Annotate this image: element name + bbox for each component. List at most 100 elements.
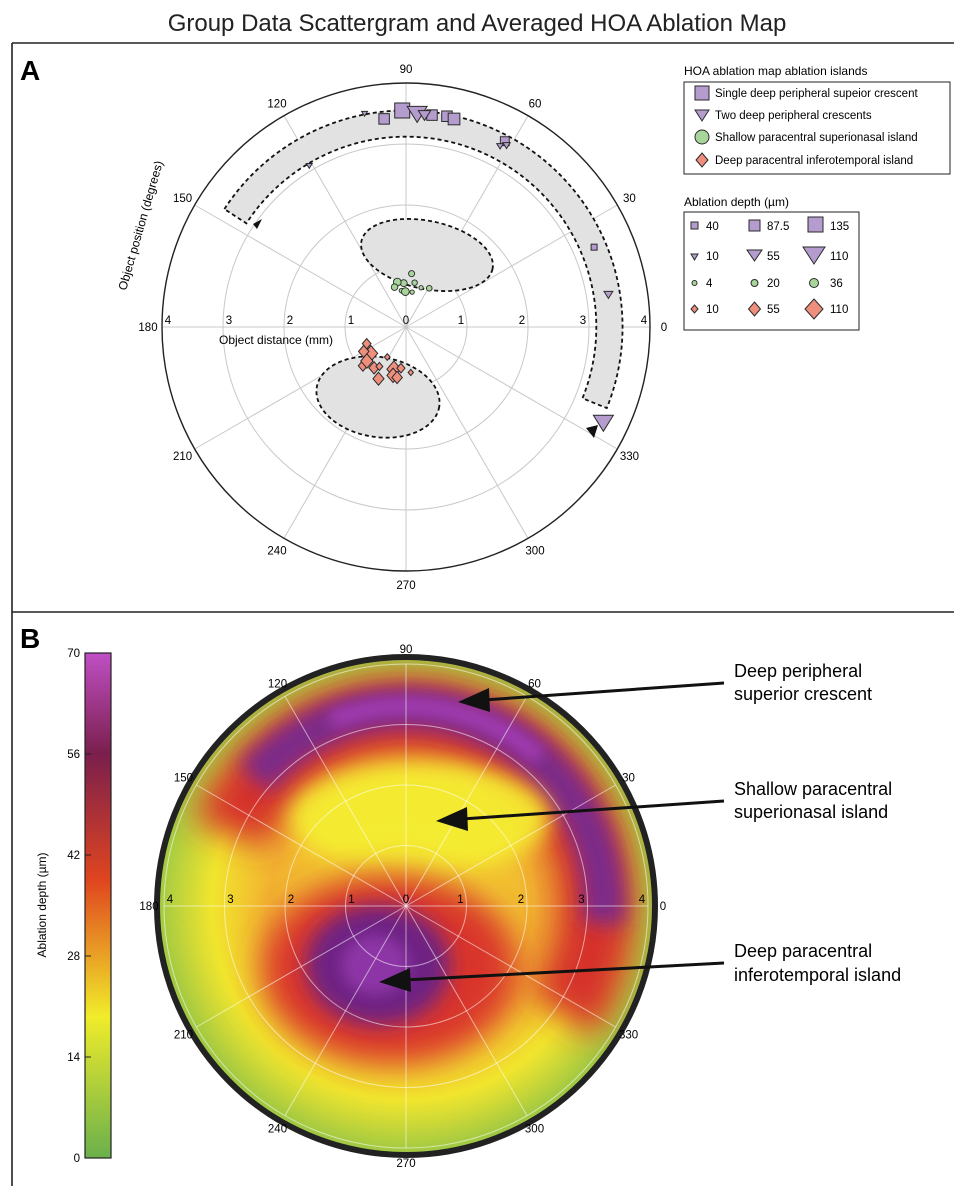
data-point-circle xyxy=(401,287,410,296)
data-point-triangle xyxy=(501,142,512,150)
grid-spoke xyxy=(405,696,528,907)
angle-tick-label: 120 xyxy=(268,678,287,690)
radial-tick-label: 2 xyxy=(288,894,294,906)
data-point-diamond xyxy=(361,337,372,350)
data-point-circle xyxy=(411,279,418,286)
radial-tick-label: 4 xyxy=(167,894,174,906)
legend-triangle-marker xyxy=(694,109,710,122)
colorbar-tick-label: 28 xyxy=(67,951,80,963)
angle-tick-label: 240 xyxy=(268,1124,287,1136)
panel-b-label: B xyxy=(20,623,40,654)
radial-tick-label: 1 xyxy=(348,315,354,327)
data-point-triangle xyxy=(305,163,314,170)
data-point-triangle xyxy=(495,143,505,150)
radial-tick-label: 0 xyxy=(403,315,409,327)
data-point-circle xyxy=(409,289,415,295)
legend-circle-marker xyxy=(694,129,710,145)
inferotemporal-island-region xyxy=(315,355,441,439)
grid-spoke xyxy=(405,784,616,907)
angle-tick-label: 30 xyxy=(623,193,636,205)
grid-spoke xyxy=(405,326,529,539)
annotation-arrow xyxy=(404,961,725,982)
legend-depth-triangle-large xyxy=(802,246,826,265)
radial-tick-label: 1 xyxy=(457,894,463,906)
legend-diamond-marker xyxy=(695,152,709,168)
data-point-circle xyxy=(418,285,424,291)
data-point-diamond xyxy=(407,368,415,377)
angle-tick-label: 150 xyxy=(173,193,192,205)
panel-frame xyxy=(11,42,954,1186)
angle-tick-label: 300 xyxy=(525,1124,544,1136)
colorbar-tick-label: 42 xyxy=(67,850,80,862)
data-point-square xyxy=(447,112,461,126)
angle-tick-label: 210 xyxy=(174,1030,193,1042)
angle-tick-label: 150 xyxy=(174,773,193,785)
legend-depth-title: Ablation depth (µm) xyxy=(684,195,789,209)
annotation-superionasal-island: Shallow paracentral superionasal island xyxy=(436,779,892,831)
grid-spoke xyxy=(284,905,407,1116)
legend-depth-triangle-mid xyxy=(746,249,763,262)
radial-tick-label: 2 xyxy=(519,315,525,327)
angle-tick-label: 90 xyxy=(400,644,413,656)
crescent-arrowhead xyxy=(586,425,598,438)
polar-labels-b: 0 30 60 90 120 150 180 210 240 270 300 330 0 1 1 2 2 3 3 4 4 xyxy=(139,644,666,1170)
radial-tick-label: 1 xyxy=(458,315,464,327)
legend-square-marker xyxy=(694,85,710,101)
annotation-label: inferotemporal island xyxy=(734,965,901,985)
data-point-diamond xyxy=(391,370,403,385)
radial-tick-label: 4 xyxy=(639,894,646,906)
legend-depth-box xyxy=(683,211,860,331)
legend-depth-square-mid xyxy=(748,219,761,232)
legend-islands-box xyxy=(683,81,951,175)
legend-depth-value: 55 xyxy=(767,304,780,316)
angle-tick-label: 270 xyxy=(396,580,415,592)
data-point-triangle xyxy=(592,414,615,433)
colorbar-tick-label: 56 xyxy=(67,749,80,761)
legend-depth-diamond-mid xyxy=(747,301,762,317)
grid-spoke xyxy=(405,905,616,1028)
legend-depth-diamond-large xyxy=(804,298,824,320)
legend-islands: HOA ablation map ablation islands Single… xyxy=(683,64,951,175)
polar-labels-a: 0 30 60 90 120 150 180 210 240 270 300 330 0 1 1 2 2 3 3 4 4 xyxy=(138,64,667,592)
data-point-circle xyxy=(408,270,416,278)
angle-tick-label: 180 xyxy=(138,322,157,334)
annotation-label: Deep paracentral xyxy=(734,941,872,961)
data-point-triangle xyxy=(360,110,369,118)
legend-depth-value: 135 xyxy=(830,221,849,233)
grid-spoke xyxy=(405,905,528,1116)
legend-depth-value: 87.5 xyxy=(767,221,789,233)
grid-spoke xyxy=(405,326,618,450)
colorbar-tick-label: 0 xyxy=(74,1153,80,1165)
angle-tick-label: 30 xyxy=(622,773,635,785)
heatmap-violet-core xyxy=(328,698,546,764)
grid-spoke xyxy=(196,905,407,1028)
angle-tick-label: 330 xyxy=(620,451,639,463)
annotation-arrow xyxy=(483,681,725,702)
radial-tick-label: 2 xyxy=(287,315,293,327)
angular-axis-label: Object position (degrees) xyxy=(115,159,165,292)
polar-grid-a xyxy=(161,82,651,572)
heatmap-border xyxy=(154,654,658,1158)
polar-grid-b xyxy=(163,663,649,1149)
data-point-square xyxy=(590,243,598,251)
heatmap-yellow-island xyxy=(290,763,550,873)
legend-depth-square-large xyxy=(807,216,824,233)
angle-tick-label: 300 xyxy=(525,545,544,557)
legend-depth-circle-large xyxy=(809,278,819,288)
legend-depth-value: 40 xyxy=(706,221,719,233)
annotation-arrowhead xyxy=(379,968,411,992)
radial-tick-label: 2 xyxy=(518,894,524,906)
annotation-inferotemporal-island: Deep paracentral inferotemporal island xyxy=(379,941,901,992)
grid-spoke xyxy=(284,696,407,907)
annotation-label: superionasal island xyxy=(734,802,888,822)
crescent-arrowhead xyxy=(253,219,262,229)
radial-tick-label: 3 xyxy=(227,894,233,906)
angle-tick-label: 90 xyxy=(400,64,413,76)
radial-tick-label: 4 xyxy=(165,315,172,327)
data-point-triangle xyxy=(417,110,432,122)
legend-depth-value: 110 xyxy=(830,304,848,316)
angle-tick-label: 210 xyxy=(173,451,192,463)
grid-spoke xyxy=(196,784,407,907)
colorbar xyxy=(84,652,112,1159)
